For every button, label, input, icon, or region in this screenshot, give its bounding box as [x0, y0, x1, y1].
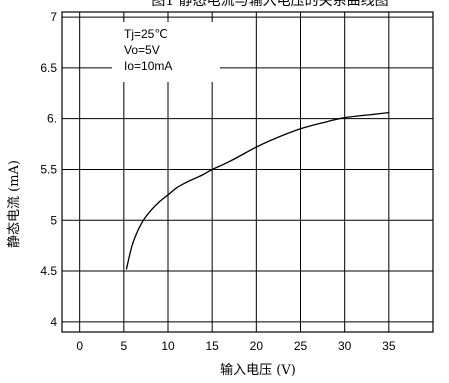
y-tick-label: 5: [50, 213, 57, 227]
data-point: [185, 182, 187, 184]
x-tick-label: 5: [120, 339, 127, 353]
data-point: [388, 112, 390, 114]
y-tick-label: 6.5: [40, 61, 57, 75]
annotation-line: Tj=25℃: [124, 27, 168, 41]
plot-frame: [61, 11, 434, 333]
y-tick-label: 7: [50, 10, 57, 24]
y-axis-label: 静态电流 (mA): [7, 160, 22, 248]
data-point: [132, 243, 134, 245]
data-point: [273, 138, 275, 140]
chart-title: 图1 静态电流与输入电压的关系曲线图: [151, 0, 388, 9]
data-point: [299, 128, 302, 130]
y-tick-label: 4.5: [40, 264, 57, 278]
x-tick-label: 25: [294, 339, 308, 353]
data-point: [326, 121, 328, 123]
annotation-box: [112, 22, 220, 82]
data-point: [167, 194, 169, 196]
y-tick-label: 5.5: [40, 162, 57, 176]
data-point: [125, 268, 128, 270]
x-tick-label: 15: [205, 339, 219, 353]
tick-labels: 0 5 10 15 20 25 30 35 4 4.5 5 5.5 6. 6.5 7: [40, 10, 396, 353]
data-point: [211, 168, 213, 171]
x-tick-label: 0: [76, 339, 83, 353]
data-point: [158, 201, 160, 203]
data-point: [370, 114, 372, 116]
data-point: [176, 187, 178, 189]
grid-lines: [62, 12, 433, 332]
y-tick-label: 4: [50, 315, 57, 329]
data-point: [202, 173, 204, 176]
annotation-line: Vo=5V: [124, 43, 160, 57]
y-tick-label: 6.: [47, 112, 57, 126]
x-axis-label: 输入电压 (V): [220, 362, 296, 378]
chart-marks: [125, 112, 390, 270]
x-tick-label: 30: [338, 339, 352, 353]
data-point: [140, 222, 143, 224]
series-line: [125, 111, 389, 270]
data-point: [255, 146, 257, 148]
annotation-block: Tj=25℃ Vo=5V Io=10mA: [124, 27, 172, 73]
data-point: [149, 210, 151, 212]
annotation-line: Io=10mA: [124, 59, 172, 73]
x-tick-label: 10: [161, 339, 175, 353]
x-tick-label: 35: [382, 339, 396, 353]
data-point: [193, 178, 196, 180]
data-point: [229, 160, 231, 162]
data-point: [344, 117, 346, 119]
x-tick-label: 20: [250, 339, 264, 353]
